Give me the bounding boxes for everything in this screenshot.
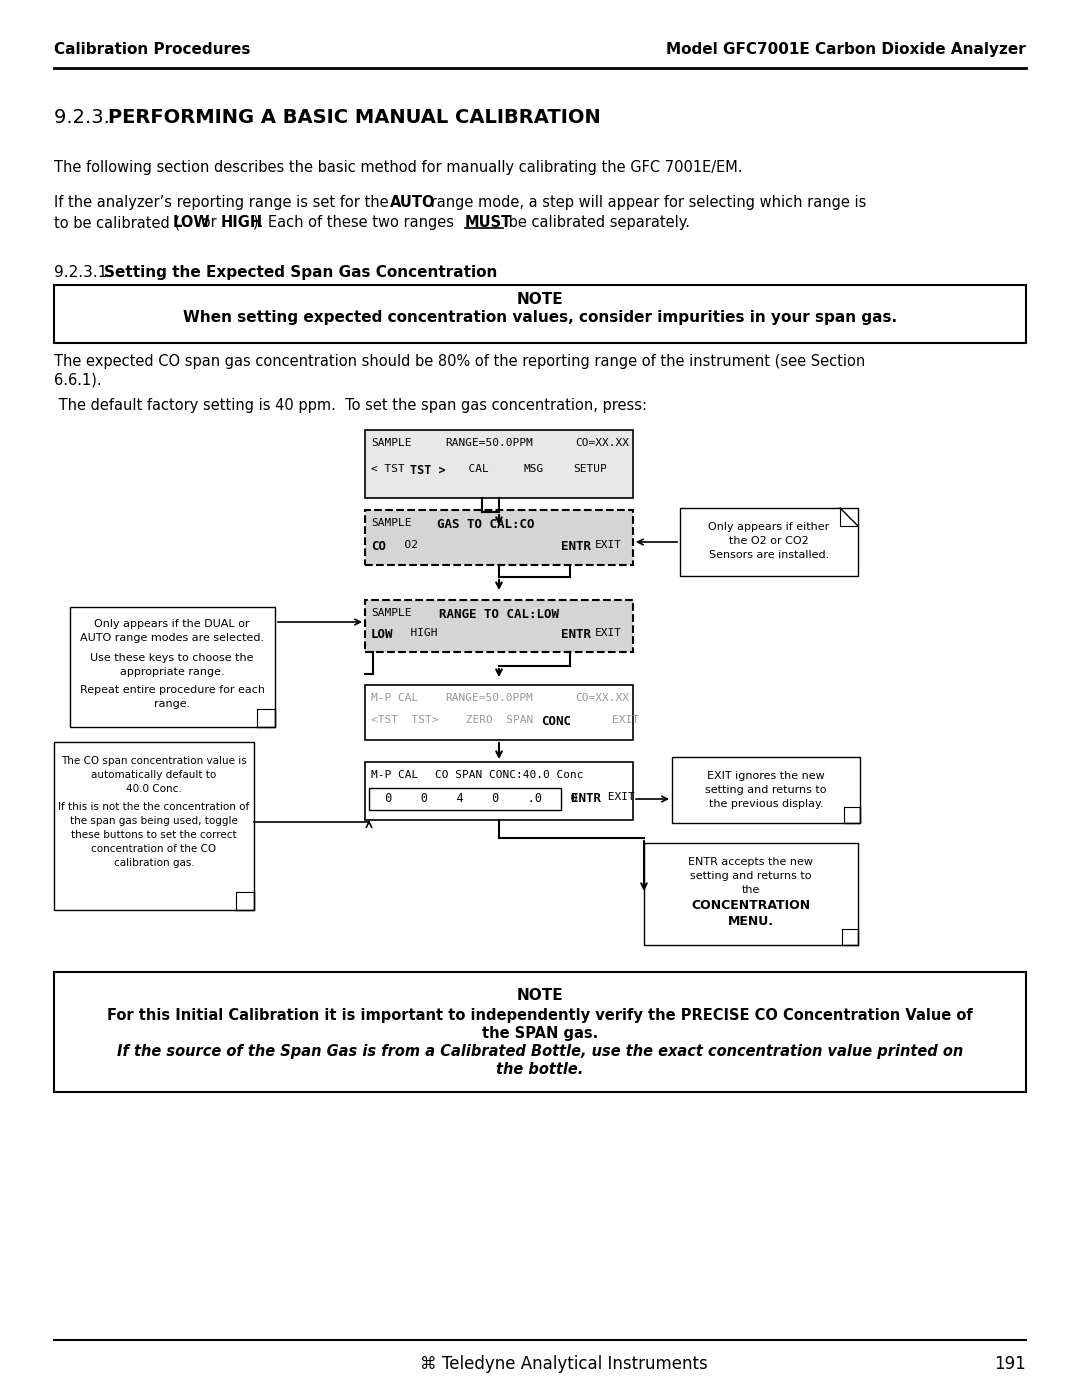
Bar <box>644 842 858 944</box>
Text: appropriate range.: appropriate range. <box>120 666 225 678</box>
Bar <box>369 788 561 810</box>
Bar <box>365 430 633 497</box>
Text: to be calibrated (: to be calibrated ( <box>54 215 180 231</box>
Text: Setting the Expected Span Gas Concentration: Setting the Expected Span Gas Concentrat… <box>104 265 498 279</box>
Text: The following section describes the basic method for manually calibrating the GF: The following section describes the basi… <box>54 161 743 175</box>
Text: CONC: CONC <box>541 715 571 728</box>
Text: automatically default to: automatically default to <box>92 770 217 780</box>
Text: range.: range. <box>153 698 190 710</box>
Text: ENTR accepts the new: ENTR accepts the new <box>689 856 813 868</box>
Text: 191: 191 <box>995 1355 1026 1373</box>
Text: The default factory setting is 40 ppm.  To set the span gas concentration, press: The default factory setting is 40 ppm. T… <box>54 398 647 414</box>
Text: If this is not the the concentration of: If this is not the the concentration of <box>58 802 249 812</box>
Text: Calibration Procedures: Calibration Procedures <box>54 42 251 57</box>
Text: the SPAN gas.: the SPAN gas. <box>482 1025 598 1041</box>
Text: 9.2.3.1.: 9.2.3.1. <box>54 265 117 279</box>
Text: RANGE TO CAL:LOW: RANGE TO CAL:LOW <box>438 608 559 622</box>
Text: If the analyzer’s reporting range is set for the: If the analyzer’s reporting range is set… <box>54 196 393 210</box>
Text: HIGH: HIGH <box>397 629 437 638</box>
Text: AUTO: AUTO <box>390 196 435 210</box>
Bar <box>54 285 1026 344</box>
Text: or: or <box>197 215 221 231</box>
Text: EXIT: EXIT <box>595 629 622 638</box>
Bar <box>365 599 633 652</box>
Text: Only appears if the DUAL or: Only appears if the DUAL or <box>94 619 249 629</box>
Text: When setting expected concentration values, consider impurities in your span gas: When setting expected concentration valu… <box>183 310 897 326</box>
Text: MUST: MUST <box>465 215 512 231</box>
Text: < TST: < TST <box>372 464 411 474</box>
Text: LOW: LOW <box>173 215 211 231</box>
Text: Sensors are installed.: Sensors are installed. <box>708 550 829 560</box>
Text: NOTE: NOTE <box>516 988 564 1003</box>
Text: MENU.: MENU. <box>728 915 774 928</box>
Text: CONCENTRATION: CONCENTRATION <box>691 900 811 912</box>
Text: RANGE=50.0PPM: RANGE=50.0PPM <box>445 439 532 448</box>
Text: setting and returns to: setting and returns to <box>705 785 827 795</box>
Bar <box>54 742 254 909</box>
Text: range mode, a step will appear for selecting which range is: range mode, a step will appear for selec… <box>426 196 866 210</box>
Text: SETUP: SETUP <box>573 464 607 474</box>
Text: LOW: LOW <box>372 629 393 641</box>
Text: Repeat entire procedure for each: Repeat entire procedure for each <box>80 685 265 694</box>
Text: CO=XX.XX: CO=XX.XX <box>575 439 629 448</box>
Text: SAMPLE: SAMPLE <box>372 439 411 448</box>
Text: TST >: TST > <box>410 464 446 476</box>
Text: the O2 or CO2: the O2 or CO2 <box>729 536 809 546</box>
Text: CO: CO <box>372 541 386 553</box>
Bar <box>365 761 633 820</box>
Text: PERFORMING A BASIC MANUAL CALIBRATION: PERFORMING A BASIC MANUAL CALIBRATION <box>108 108 600 127</box>
Text: NOTE: NOTE <box>516 292 564 307</box>
Text: ENTR: ENTR <box>561 541 591 553</box>
Bar <box>365 685 633 740</box>
Text: <TST  TST>: <TST TST> <box>372 715 438 725</box>
Text: 6.6.1).: 6.6.1). <box>54 372 102 387</box>
Text: CO SPAN CONC:40.0 Conc: CO SPAN CONC:40.0 Conc <box>435 770 583 780</box>
Text: CAL: CAL <box>455 464 489 474</box>
Text: M-P CAL: M-P CAL <box>372 770 418 780</box>
Text: 0    0    4    0    .0    0: 0 0 4 0 .0 0 <box>372 792 578 805</box>
Text: the span gas being used, toggle: the span gas being used, toggle <box>70 816 238 826</box>
Text: EXIT ignores the new: EXIT ignores the new <box>707 771 825 781</box>
Text: EXIT: EXIT <box>600 792 635 802</box>
Text: AUTO range modes are selected.: AUTO range modes are selected. <box>80 633 265 643</box>
Bar <box>365 510 633 564</box>
Text: EXIT: EXIT <box>595 541 622 550</box>
Text: HIGH: HIGH <box>221 215 264 231</box>
Text: Model GFC7001E Carbon Dioxide Analyzer: Model GFC7001E Carbon Dioxide Analyzer <box>666 42 1026 57</box>
Text: M-P CAL: M-P CAL <box>372 693 418 703</box>
Text: calibration gas.: calibration gas. <box>113 858 194 868</box>
Text: O2: O2 <box>391 541 418 550</box>
Text: ENTR: ENTR <box>561 629 591 641</box>
Text: ENTR: ENTR <box>571 792 600 805</box>
Bar <box>70 608 275 726</box>
Text: RANGE=50.0PPM: RANGE=50.0PPM <box>445 693 532 703</box>
Text: concentration of the CO: concentration of the CO <box>92 844 217 854</box>
Text: be calibrated separately.: be calibrated separately. <box>504 215 690 231</box>
Text: SAMPLE: SAMPLE <box>372 518 411 528</box>
Text: For this Initial Calibration it is important to independently verify the PRECISE: For this Initial Calibration it is impor… <box>107 1009 973 1023</box>
Text: CO=XX.XX: CO=XX.XX <box>575 693 629 703</box>
Text: ). Each of these two ranges: ). Each of these two ranges <box>253 215 459 231</box>
Text: If the source of the Span Gas is from a Calibrated Bottle, use the exact concent: If the source of the Span Gas is from a … <box>117 1044 963 1059</box>
Text: setting and returns to: setting and returns to <box>690 870 812 882</box>
Text: SAMPLE: SAMPLE <box>372 608 411 617</box>
Text: EXIT: EXIT <box>585 715 639 725</box>
Text: Use these keys to choose the: Use these keys to choose the <box>91 652 254 664</box>
Bar <box>54 972 1026 1092</box>
Text: the previous display.: the previous display. <box>708 799 823 809</box>
Text: these buttons to set the correct: these buttons to set the correct <box>71 830 237 840</box>
Text: MSG: MSG <box>523 464 543 474</box>
Text: 40.0 Conc.: 40.0 Conc. <box>126 784 181 793</box>
Text: ZERO  SPAN: ZERO SPAN <box>459 715 540 725</box>
Text: Only appears if either: Only appears if either <box>708 522 829 532</box>
Bar <box>680 509 858 576</box>
Text: GAS TO CAL:CO: GAS TO CAL:CO <box>437 518 535 531</box>
Text: The expected CO span gas concentration should be 80% of the reporting range of t: The expected CO span gas concentration s… <box>54 353 865 369</box>
Text: the bottle.: the bottle. <box>497 1062 583 1077</box>
Text: 9.2.3.: 9.2.3. <box>54 108 117 127</box>
Bar <box>672 757 860 823</box>
Text: the: the <box>742 886 760 895</box>
Text: ⌘ Teledyne Analytical Instruments: ⌘ Teledyne Analytical Instruments <box>420 1355 707 1373</box>
Text: The CO span concentration value is: The CO span concentration value is <box>62 756 247 766</box>
